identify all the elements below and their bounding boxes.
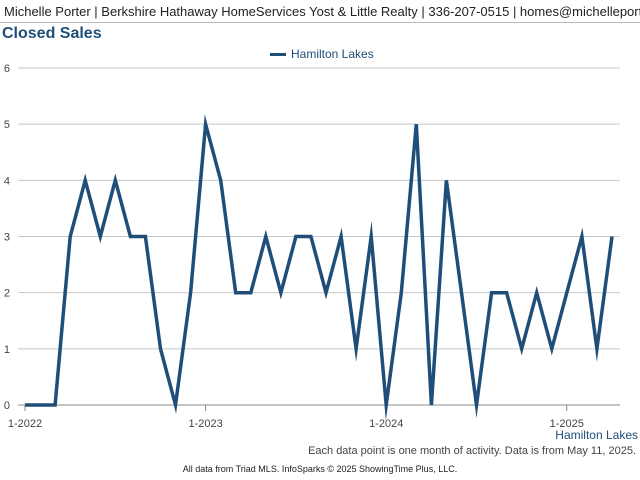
x-tick-label: 1-2022	[8, 418, 42, 430]
y-tick-label: 6	[4, 63, 10, 75]
chart-title: Closed Sales	[2, 25, 102, 42]
y-tick-label: 5	[4, 119, 10, 131]
legend-label: Hamilton Lakes	[291, 47, 374, 61]
legend-swatch	[270, 52, 286, 56]
data-credit: All data from Triad MLS. InfoSparks © 20…	[182, 464, 458, 474]
series-line-hamilton-lakes	[25, 114, 614, 421]
x-tick-label: 1-2024	[369, 418, 403, 430]
y-tick-label: 0	[4, 400, 10, 412]
chart-legend[interactable]: Hamilton Lakes	[270, 46, 374, 62]
header-divider	[0, 22, 640, 23]
y-tick-label: 3	[4, 232, 10, 244]
header-contact-info: Michelle Porter | Berkshire Hathaway Hom…	[4, 4, 640, 19]
y-tick-label: 4	[4, 175, 10, 187]
x-tick-label: 1-2025	[550, 418, 584, 430]
y-tick-label: 1	[4, 344, 10, 356]
series-end-label: Hamilton Lakes	[555, 428, 638, 442]
data-note: Each data point is one month of activity…	[308, 445, 636, 457]
y-tick-label: 2	[4, 288, 10, 300]
x-tick-label: 1-2023	[188, 418, 222, 430]
